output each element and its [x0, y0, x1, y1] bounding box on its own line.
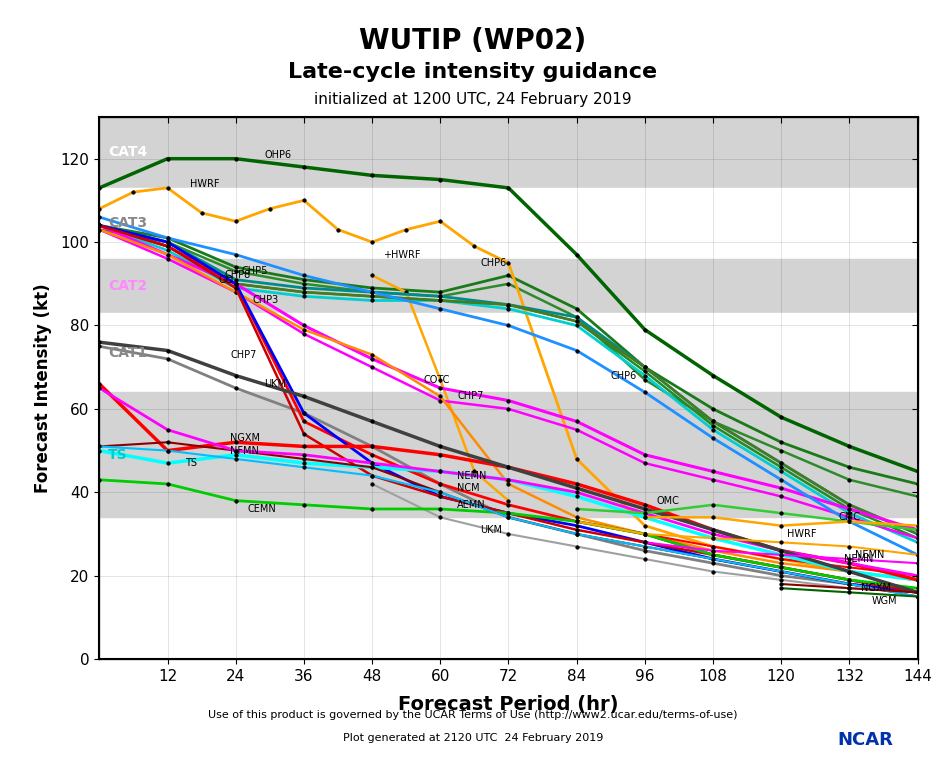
- Text: CAT3: CAT3: [108, 216, 147, 230]
- Text: Late-cycle intensity guidance: Late-cycle intensity guidance: [289, 62, 657, 83]
- Text: TS: TS: [184, 458, 197, 468]
- Text: CHP6: CHP6: [480, 258, 506, 268]
- Text: CAT4: CAT4: [108, 145, 148, 159]
- Text: Use of this product is governed by the UCAR Terms of Use (http://www2.ucar.edu/t: Use of this product is governed by the U…: [208, 710, 738, 720]
- X-axis label: Forecast Period (hr): Forecast Period (hr): [398, 695, 619, 714]
- Text: UKM: UKM: [480, 525, 502, 535]
- Text: NGXM: NGXM: [230, 433, 260, 443]
- Text: NGXM: NGXM: [861, 583, 891, 594]
- Text: WGM: WGM: [872, 596, 898, 606]
- Bar: [99, 188, 918, 259]
- Text: CHP5: CHP5: [241, 266, 268, 276]
- Text: CHP3: CHP3: [253, 296, 279, 306]
- Text: CHP7: CHP7: [230, 349, 256, 360]
- Text: NEMN: NEMN: [844, 554, 873, 564]
- Text: CHP6: CHP6: [611, 370, 637, 381]
- Text: NCAR: NCAR: [837, 731, 894, 749]
- Text: initialized at 1200 UTC, 24 February 2019: initialized at 1200 UTC, 24 February 201…: [314, 92, 632, 107]
- Text: HWRF: HWRF: [787, 529, 816, 539]
- Y-axis label: Forecast Intensity (kt): Forecast Intensity (kt): [34, 283, 52, 493]
- Text: WUTIP (WP02): WUTIP (WP02): [359, 27, 587, 55]
- Text: CMC: CMC: [838, 512, 860, 523]
- Text: OMC: OMC: [657, 495, 679, 505]
- Text: OHP6: OHP6: [264, 150, 291, 160]
- Text: COTC: COTC: [423, 374, 449, 385]
- Text: +HWRF: +HWRF: [383, 250, 421, 260]
- Text: CHP7: CHP7: [457, 392, 483, 402]
- Text: NEMN: NEMN: [855, 550, 885, 560]
- Text: NCM: NCM: [457, 483, 480, 493]
- Text: AEMN: AEMN: [457, 500, 486, 510]
- Bar: [99, 259, 918, 313]
- Text: UKM: UKM: [264, 379, 286, 389]
- Text: CAT2: CAT2: [108, 279, 148, 292]
- Text: CEMN: CEMN: [247, 504, 276, 514]
- Bar: [99, 392, 918, 517]
- Bar: [99, 313, 918, 392]
- Text: CAT1: CAT1: [108, 346, 148, 360]
- Text: GO: GO: [219, 275, 234, 285]
- Text: TS: TS: [108, 448, 128, 462]
- Text: NFMN: NFMN: [230, 445, 259, 456]
- Text: NEMN: NEMN: [457, 470, 486, 480]
- Text: CHP8: CHP8: [224, 271, 251, 281]
- Text: HWRF: HWRF: [190, 179, 219, 189]
- Text: Plot generated at 2120 UTC  24 February 2019: Plot generated at 2120 UTC 24 February 2…: [342, 733, 604, 743]
- Bar: [99, 117, 918, 188]
